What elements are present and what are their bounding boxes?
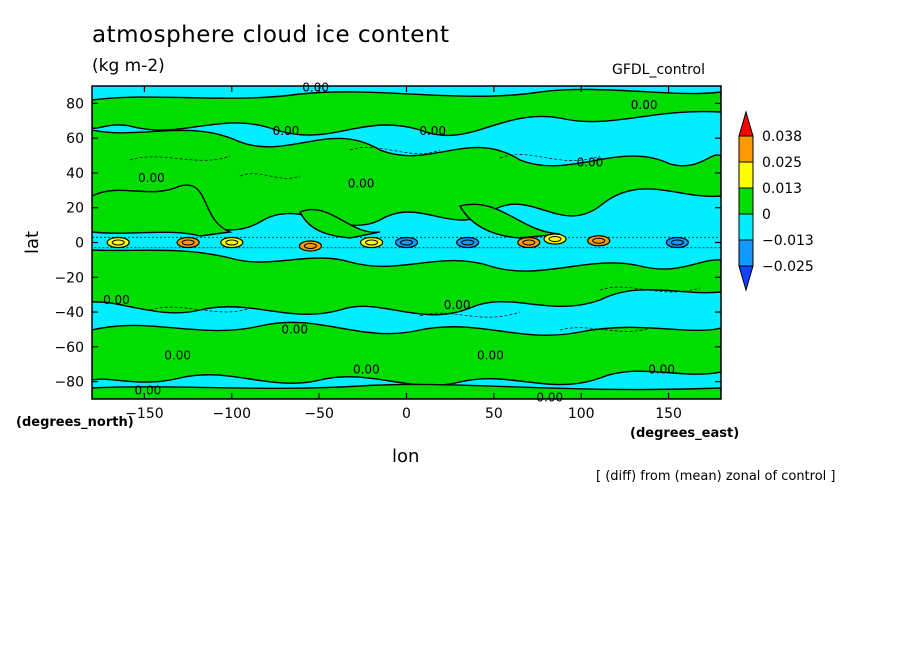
- positive-region: [299, 208, 381, 239]
- extreme-blob: [106, 236, 130, 249]
- negative-contour: [239, 173, 301, 179]
- positive-region: [92, 184, 233, 237]
- extreme-blob: [298, 240, 323, 252]
- colorbar-label: −0.025: [762, 259, 814, 275]
- x-tick-label: 50: [485, 406, 503, 422]
- contour-label: 0.00: [103, 293, 130, 307]
- y-axis: 80 60 40 20 0 −20 −40 −60 −80: [54, 96, 721, 391]
- colorbar-label: 0.013: [762, 181, 802, 197]
- positive-regions: [92, 88, 721, 399]
- x-tick-label: 100: [568, 406, 595, 422]
- y-axis-units: (degrees_north): [16, 415, 134, 430]
- contour-label: 0.00: [273, 124, 300, 138]
- extreme-blob: [456, 236, 480, 249]
- extreme-blob-inner: [303, 242, 317, 249]
- extreme-blob: [665, 236, 689, 249]
- extreme-blob: [176, 236, 200, 249]
- colorbar-segment: [738, 239, 754, 267]
- contour-labels: 0.00 0.00 0.00 0.00 0.00 0.00 0.00 0.00 0.00 0.00…: [103, 81, 675, 405]
- positive-region: [92, 129, 721, 232]
- extreme-blob-inner: [548, 236, 562, 243]
- extreme-blob: [543, 233, 567, 245]
- y-tick-label: 0: [75, 236, 84, 252]
- extreme-blob-inner: [365, 239, 379, 246]
- x-axis-label: lon: [392, 446, 420, 467]
- contour-label: 0.00: [477, 349, 504, 363]
- positive-region: [92, 88, 721, 137]
- extreme-blob-inner: [111, 239, 125, 246]
- contour-label: 0.00: [419, 124, 446, 138]
- equatorial-extremes: [92, 233, 721, 252]
- extreme-blob-inner: [461, 239, 475, 246]
- contour-label: 0.00: [138, 171, 165, 185]
- contour-label: 0.00: [348, 176, 375, 190]
- contour-label: 0.00: [164, 349, 191, 363]
- colorbar-label: 0: [762, 207, 771, 223]
- y-tick-label: 60: [66, 131, 84, 147]
- y-tick-label: −40: [54, 305, 84, 321]
- negative-contours: [129, 146, 701, 332]
- extreme-blob: [394, 236, 419, 249]
- colorbar-segment: [738, 135, 754, 163]
- footnote: [ (diff) from (mean) zonal of control ]: [596, 469, 836, 484]
- y-tick-label: 20: [66, 201, 84, 217]
- extreme-blob-inner: [181, 239, 195, 246]
- negative-contour: [419, 311, 521, 318]
- y-tick-label: 80: [66, 96, 84, 112]
- colorbar-segment: [738, 187, 754, 215]
- contour-label: 0.00: [536, 390, 563, 404]
- extreme-blob: [587, 235, 611, 247]
- x-tick-label: 150: [655, 406, 682, 422]
- dataset-label: GFDL_control: [612, 62, 706, 78]
- contour-label: 0.00: [444, 298, 471, 312]
- contour-label: 0.00: [135, 383, 162, 397]
- negative-contour: [349, 146, 441, 154]
- chart-units: (kg m-2): [92, 56, 165, 76]
- extreme-blob-inner: [225, 239, 239, 246]
- negative-contour: [499, 154, 601, 161]
- colorbar-label: −0.013: [762, 233, 814, 249]
- y-axis-label: lat: [22, 230, 43, 254]
- x-axis: −150 −100 −50 0 50 100 150: [125, 86, 682, 422]
- colorbar-segment: [738, 161, 754, 189]
- contour-label: 0.00: [353, 362, 380, 376]
- y-tick-label: −20: [54, 270, 84, 286]
- colorbar-bottom-arrow: [738, 265, 754, 292]
- x-tick-label: 0: [402, 406, 411, 422]
- contour-label: 0.00: [302, 81, 329, 95]
- plot-area: [92, 86, 721, 399]
- negative-contour: [149, 306, 251, 313]
- colorbar-label: 0.025: [762, 155, 802, 171]
- extreme-blob: [359, 236, 384, 249]
- x-tick-label: −100: [213, 406, 251, 422]
- negative-contour: [599, 286, 701, 293]
- colorbar-top-arrow: [738, 110, 754, 137]
- contour-label: 0.00: [577, 156, 604, 170]
- extreme-blob: [517, 236, 541, 249]
- contour-label: 0.00: [631, 98, 658, 112]
- y-tick-label: −60: [54, 340, 84, 356]
- negative-contour: [129, 155, 231, 161]
- x-axis-units: (degrees_east): [630, 426, 740, 441]
- y-tick-label: 40: [66, 166, 84, 182]
- negative-contour: [559, 327, 651, 332]
- y-tick-label: −80: [54, 375, 84, 391]
- colorbar-label: 0.038: [762, 129, 802, 145]
- x-tick-label: −50: [304, 406, 334, 422]
- extreme-blob-inner: [670, 239, 684, 246]
- extreme-blob-inner: [592, 237, 606, 244]
- x-tick-label: −150: [125, 406, 163, 422]
- contour-label: 0.00: [281, 322, 308, 336]
- colorbar-segment: [738, 213, 754, 241]
- contour-label: 0.00: [648, 362, 675, 376]
- extreme-blob-inner: [522, 239, 536, 246]
- extreme-blob-inner: [400, 239, 413, 246]
- positive-region: [92, 321, 721, 386]
- positive-region: [92, 383, 721, 399]
- chart-title: atmosphere cloud ice content: [92, 22, 450, 48]
- colorbar-legend: 0.038 0.025 0.013 0 −0.013 −0.025: [738, 110, 814, 292]
- extreme-blob: [220, 236, 244, 249]
